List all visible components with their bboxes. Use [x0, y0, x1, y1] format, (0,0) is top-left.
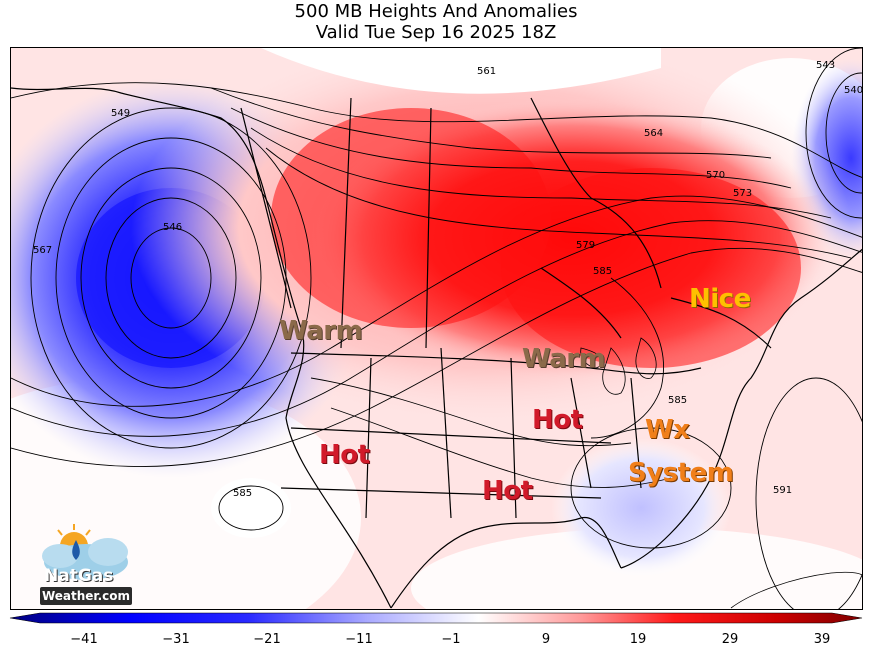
colorbar-tick: −31	[162, 632, 190, 647]
anomaly-colorbar	[9, 612, 863, 624]
contour-label: 561	[477, 66, 496, 77]
valid-time: Valid Tue Sep 16 2025 18Z	[315, 22, 557, 43]
annotation-system: System	[628, 458, 734, 488]
contour-label: 567	[33, 245, 52, 256]
annotation-hot-texas: Hot	[482, 476, 533, 506]
colorbar-tick: 19	[629, 632, 647, 647]
contour-label: 549	[111, 108, 130, 119]
annotation-wx: Wx	[645, 415, 690, 445]
contour-label: 543	[816, 60, 835, 71]
anomaly-map: 561 564 570 573 579 585 585 585 591 546 …	[11, 48, 863, 609]
logo-brand: NatGas	[44, 566, 114, 586]
logo-domain: Weather.com	[40, 587, 132, 605]
annotation-hot-west: Hot	[319, 440, 370, 470]
natgas-logo-icon	[42, 524, 128, 580]
contour-label: 570	[706, 170, 725, 181]
annotation-warm-midwest: Warm	[522, 344, 606, 374]
colorbar-tick: −21	[253, 632, 281, 647]
map-panel: 561 564 570 573 579 585 585 585 591 546 …	[10, 47, 863, 610]
annotation-nice: Nice	[689, 284, 751, 314]
contour-label: 585	[668, 395, 687, 406]
contour-label: 564	[644, 128, 663, 139]
colorbar-tick: 39	[813, 632, 831, 647]
contour-label: 546	[163, 222, 182, 233]
height-contours	[11, 48, 862, 609]
contour-label: 585	[593, 266, 612, 277]
contour-label: 573	[733, 188, 752, 199]
colorbar-tick: −41	[70, 632, 98, 647]
annotation-warm-west: Warm	[279, 316, 363, 346]
annotation-hot-plains: Hot	[532, 405, 583, 435]
colorbar-tick: −11	[345, 632, 373, 647]
contour-label: 591	[773, 485, 792, 496]
map-boundaries	[11, 87, 862, 609]
colorbar-tick: −1	[441, 632, 461, 647]
contour-label: 585	[233, 488, 252, 499]
colorbar-tick: 9	[541, 632, 551, 647]
contour-label: 540	[844, 85, 863, 96]
colorbar-tick: 29	[721, 632, 739, 647]
contour-label: 579	[576, 240, 595, 251]
chart-title: 500 MB Heights And Anomalies	[294, 1, 578, 22]
contour-labels: 561 564 570 573 579 585 585 585 591 546 …	[33, 60, 863, 499]
